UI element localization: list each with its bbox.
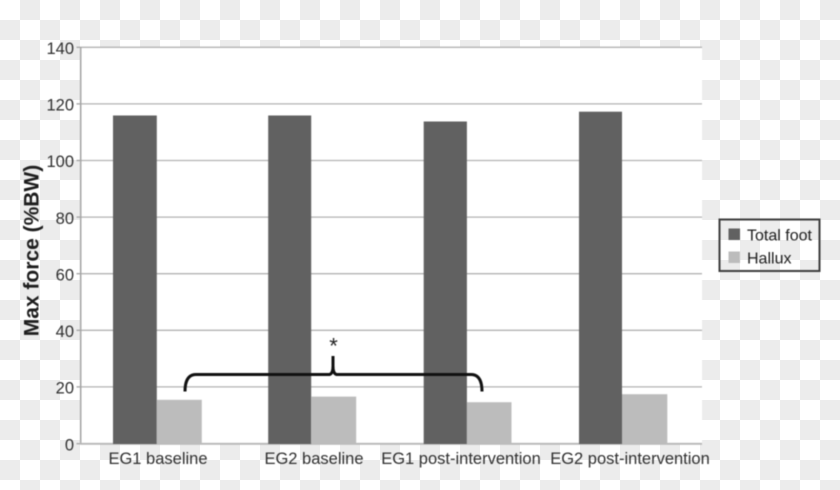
svg-text:80: 80 [56, 210, 74, 228]
svg-text:EG1 post-intervention: EG1 post-intervention [381, 450, 541, 468]
svg-text:20: 20 [56, 380, 74, 398]
svg-text:EG2 baseline: EG2 baseline [264, 450, 363, 468]
svg-text:60: 60 [56, 266, 74, 284]
svg-text:100: 100 [46, 153, 74, 171]
svg-text:140: 140 [46, 40, 74, 58]
svg-text:Hallux: Hallux [747, 251, 791, 268]
svg-text:EG1 baseline: EG1 baseline [108, 450, 207, 468]
svg-text:120: 120 [46, 97, 74, 115]
svg-text:Max force (%BW): Max force (%BW) [21, 165, 44, 337]
svg-text:EG2 post-intervention: EG2 post-intervention [550, 450, 710, 468]
svg-text:Total foot: Total foot [747, 228, 812, 245]
svg-text:0: 0 [65, 437, 74, 455]
svg-text:40: 40 [56, 323, 74, 341]
svg-text:*: * [329, 334, 338, 359]
